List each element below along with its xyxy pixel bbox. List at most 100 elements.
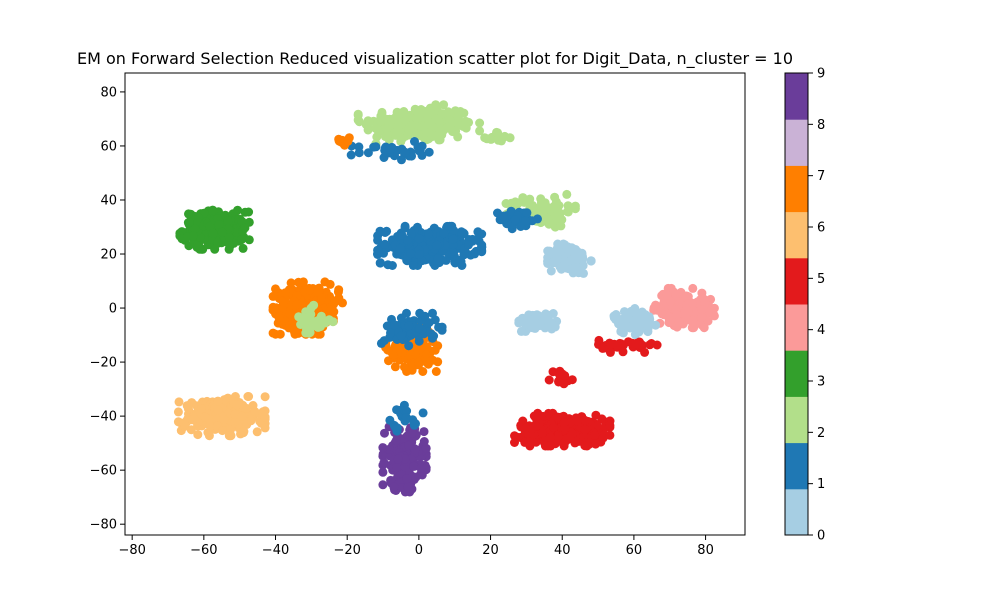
scatter-point xyxy=(173,417,183,427)
scatter-point xyxy=(522,208,532,218)
scatter-point xyxy=(419,437,429,446)
scatter-point xyxy=(232,400,242,410)
colorbar-segment xyxy=(785,211,808,259)
colorbar-tick-label: 9 xyxy=(817,67,825,82)
scatter-point xyxy=(378,443,388,453)
colorbar-segment xyxy=(785,442,808,490)
scatter-point xyxy=(402,474,412,484)
colorbar-tick-label: 4 xyxy=(817,323,825,338)
scatter-point xyxy=(354,148,364,158)
scatter-point xyxy=(605,420,615,430)
scatter-point xyxy=(239,427,249,436)
scatter-point xyxy=(414,357,423,367)
scatter-point xyxy=(448,234,458,244)
x-tick-label: −20 xyxy=(333,543,360,558)
scatter-point xyxy=(213,396,223,406)
scatter-point xyxy=(353,110,363,120)
scatter-point xyxy=(674,317,684,327)
scatter-point xyxy=(545,432,555,442)
scatter-point xyxy=(406,228,416,238)
scatter-point xyxy=(550,249,560,259)
scatter-point xyxy=(432,240,442,250)
scatter-point xyxy=(407,429,417,438)
scatter-point xyxy=(546,266,556,276)
scatter-point xyxy=(558,239,568,249)
scatter-point xyxy=(392,405,402,415)
scatter-point xyxy=(453,112,463,122)
scatter-point xyxy=(416,105,426,114)
scatter-point xyxy=(386,475,396,485)
scatter-point xyxy=(184,209,193,219)
scatter-point xyxy=(651,300,661,310)
scatter-point xyxy=(475,118,485,128)
y-tick-label: 20 xyxy=(100,248,117,263)
scatter-point xyxy=(415,344,425,354)
scatter-point xyxy=(580,415,590,425)
x-tick-label: −60 xyxy=(190,543,217,558)
scatter-point xyxy=(572,416,582,426)
scatter-point xyxy=(548,309,558,318)
scatter-point xyxy=(250,407,260,416)
scatter-point xyxy=(200,412,210,422)
scatter-point xyxy=(424,147,434,157)
colorbar-segment xyxy=(785,304,808,351)
scatter-point xyxy=(560,371,570,381)
scatter-point xyxy=(240,223,250,233)
colorbar: 0 1 2 3 4 5 6 7 8 9 xyxy=(784,67,825,544)
scatter-point xyxy=(628,320,638,330)
colorbar-segment xyxy=(785,119,808,166)
scatter-point xyxy=(439,229,449,239)
scatter-point xyxy=(286,278,296,288)
scatter-point xyxy=(380,239,390,249)
scatter-point xyxy=(634,310,644,320)
scatter-point xyxy=(544,319,554,329)
scatter-point xyxy=(182,401,192,411)
scatter-point xyxy=(396,331,406,341)
scatter-point xyxy=(205,221,215,231)
scatter-point xyxy=(372,132,382,142)
scatter-point xyxy=(591,410,601,420)
scatter-point xyxy=(428,308,437,318)
scatter-point xyxy=(404,440,414,450)
scatter-point xyxy=(414,249,424,259)
scatter-point xyxy=(498,211,508,221)
x-tick-label: 40 xyxy=(554,543,571,558)
scatter-point xyxy=(208,228,218,238)
colorbar-segment xyxy=(785,257,808,305)
scatter-point xyxy=(521,423,531,433)
scatter-point xyxy=(406,121,416,131)
scatter-point xyxy=(518,416,528,426)
scatter-point xyxy=(271,284,280,294)
scatter-point xyxy=(689,323,699,333)
scatter-point xyxy=(598,433,608,443)
plot-frame xyxy=(124,72,746,536)
scatter-point xyxy=(395,243,405,253)
scatter-point xyxy=(409,417,419,427)
scatter-point xyxy=(403,482,413,492)
scatter-point xyxy=(217,426,227,436)
scatter-point xyxy=(580,425,590,435)
x-tick-label: 80 xyxy=(697,543,714,558)
scatter-point xyxy=(223,216,233,226)
y-axis: −80 −60 −40 −20 0 20 40 60 80 xyxy=(90,85,125,533)
scatter-point xyxy=(213,405,223,415)
scatter-point xyxy=(605,347,615,357)
scatter-point xyxy=(591,439,601,449)
scatter-point xyxy=(570,204,580,214)
scatter-point xyxy=(193,430,203,440)
colorbar-tick-label: 3 xyxy=(817,375,825,390)
scatter-point xyxy=(375,258,385,268)
scatter-point xyxy=(402,406,412,416)
scatter-point xyxy=(522,319,531,329)
scatter-point xyxy=(224,431,234,441)
scatter-point xyxy=(471,235,480,245)
scatter-point xyxy=(609,313,619,323)
x-tick-label: 60 xyxy=(626,543,643,558)
scatter-point xyxy=(527,216,537,226)
y-tick-label: −40 xyxy=(90,410,117,425)
scatter-point xyxy=(326,305,336,315)
scatter-point xyxy=(363,148,373,158)
scatter-point xyxy=(420,311,430,321)
scatter-point xyxy=(415,323,425,333)
scatter-point xyxy=(417,150,427,160)
